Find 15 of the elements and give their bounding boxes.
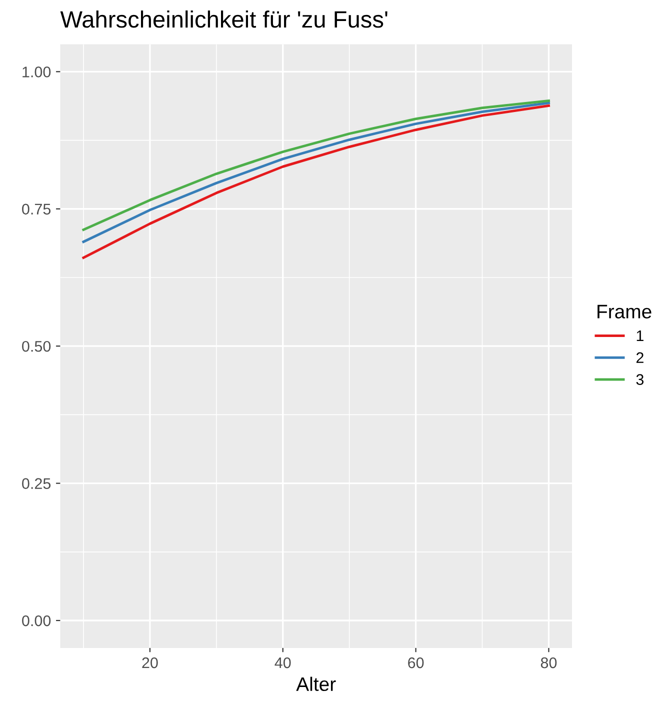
y-tick-label: 0.25	[22, 478, 51, 489]
legend-label: 1	[636, 330, 644, 342]
legend-title: Frame	[598, 304, 652, 318]
y-tick-label: 0.50	[22, 340, 51, 352]
chart-title: Wahrscheinlichkeit für 'zu Fuss'	[60, 10, 388, 28]
legend-label: 2	[636, 352, 644, 363]
y-tick-label: 0.00	[22, 615, 51, 626]
legend-label: 3	[636, 374, 644, 385]
y-tick-label: 0.75	[22, 204, 51, 215]
x-axis-title: Alter	[296, 676, 336, 692]
x-tick-label: 40	[274, 657, 291, 668]
x-tick-label: 60	[408, 657, 424, 668]
x-tick-label: 20	[142, 657, 158, 668]
x-tick-label: 80	[540, 657, 557, 668]
y-tick-label: 1.00	[22, 66, 51, 78]
